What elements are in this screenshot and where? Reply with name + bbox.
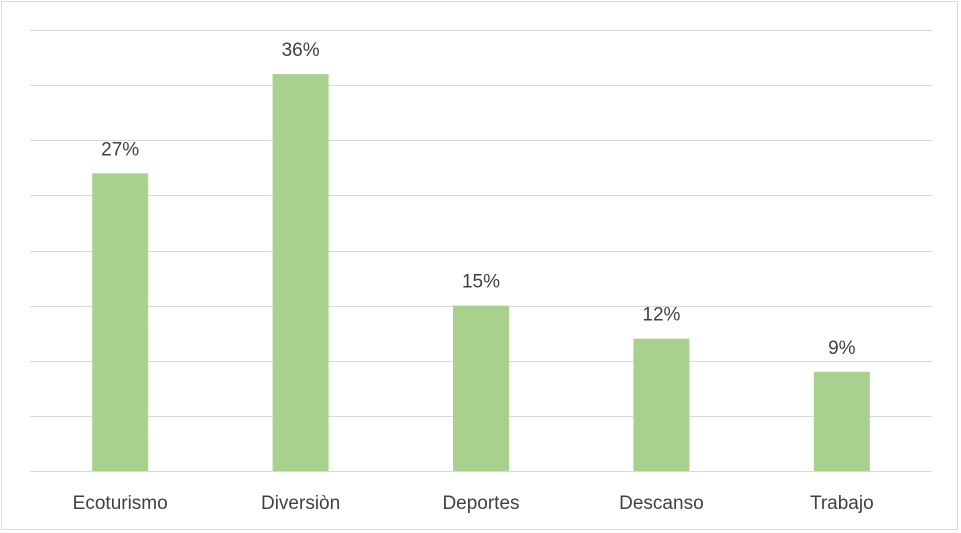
x-tick-label-ecoturismo: Ecoturismo xyxy=(73,493,168,514)
x-tick-label-trabajo: Trabajo xyxy=(810,493,874,514)
bar-diversiòn xyxy=(272,74,329,471)
bars xyxy=(92,74,870,471)
bar-descanso xyxy=(633,338,690,471)
data-labels: 27% 36% 15% 12% 9% xyxy=(101,40,855,359)
data-label-ecoturismo: 27% xyxy=(101,139,139,160)
bar-ecoturismo xyxy=(92,173,149,471)
data-label-descanso: 12% xyxy=(642,305,680,326)
x-tick-label-diversiòn: Diversiòn xyxy=(261,493,340,514)
data-label-trabajo: 9% xyxy=(828,338,856,359)
data-label-diversiòn: 36% xyxy=(282,40,320,61)
x-tick-label-descanso: Descanso xyxy=(619,493,704,514)
x-tick-labels: Ecoturismo Diversiòn Deportes Descanso Traba… xyxy=(73,493,874,514)
x-tick-label-deportes: Deportes xyxy=(442,493,519,514)
bar-trabajo xyxy=(813,371,870,471)
data-label-deportes: 15% xyxy=(462,272,500,293)
gridlines xyxy=(30,30,932,472)
bar-deportes xyxy=(453,305,509,471)
